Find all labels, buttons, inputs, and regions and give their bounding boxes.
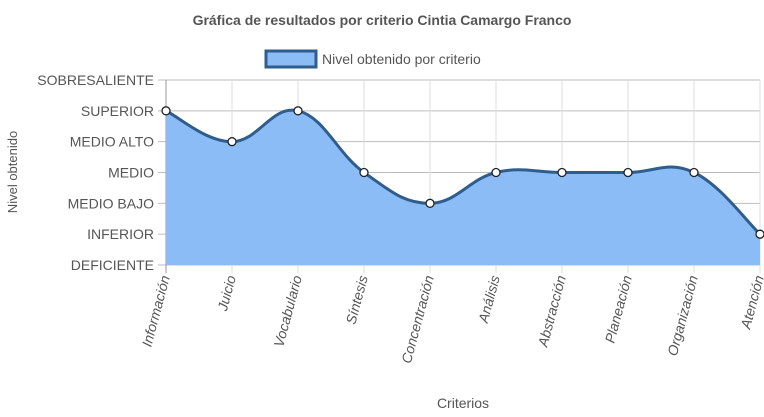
legend-swatch — [264, 49, 318, 69]
y-tick-label: MEDIO — [108, 165, 154, 181]
y-tick-label: MEDIO ALTO — [70, 134, 154, 150]
series-line — [165, 108, 762, 236]
x-tick-label: Atención — [737, 273, 764, 331]
y-axis-title: Nivel obtenido — [5, 131, 20, 213]
data-point[interactable] — [227, 137, 237, 147]
data-point[interactable] — [755, 229, 764, 239]
area-layer — [165, 108, 762, 266]
chart-title: Gráfica de resultados por criterio Cinti… — [193, 12, 572, 28]
x-axis: Información Juicio Vocabulario Síntesis Conc… — [139, 273, 764, 365]
x-tick-label: Vocabulario — [270, 273, 305, 348]
y-tick-label: DEFICIENTE — [71, 257, 154, 273]
data-point[interactable] — [425, 198, 435, 208]
x-tick-label: Planeación — [602, 273, 635, 344]
y-tick-label: SOBRESALIENTE — [37, 72, 154, 88]
x-tick-label: Información — [139, 273, 173, 348]
legend[interactable]: Nivel obtenido por criterio — [264, 49, 481, 69]
x-tick-label: Organización — [664, 273, 701, 357]
area-fill — [166, 110, 760, 266]
x-tick-label: Concentración — [398, 273, 437, 365]
data-point[interactable] — [623, 167, 633, 178]
data-point[interactable] — [689, 167, 699, 178]
y-tick-label: MEDIO BAJO — [68, 195, 154, 211]
x-tick-label: Abstracción — [534, 273, 569, 349]
x-tick-label: Juicio — [214, 273, 239, 313]
data-point[interactable] — [557, 167, 567, 178]
data-point[interactable] — [293, 106, 303, 116]
x-tick-label: Síntesis — [343, 274, 371, 326]
data-point[interactable] — [491, 167, 501, 178]
x-tick-label: Análisis — [475, 274, 503, 326]
y-tick-label: INFERIOR — [87, 226, 154, 242]
y-tick-label: SUPERIOR — [81, 103, 154, 119]
data-points — [161, 106, 764, 239]
x-axis-title: Criterios — [437, 395, 489, 411]
legend-label: Nivel obtenido por criterio — [322, 51, 481, 67]
data-point[interactable] — [359, 167, 369, 178]
data-point[interactable] — [161, 106, 171, 116]
y-axis: DEFICIENTE INFERIOR MEDIO BAJO MEDIO MEDIO A… — [37, 72, 154, 273]
